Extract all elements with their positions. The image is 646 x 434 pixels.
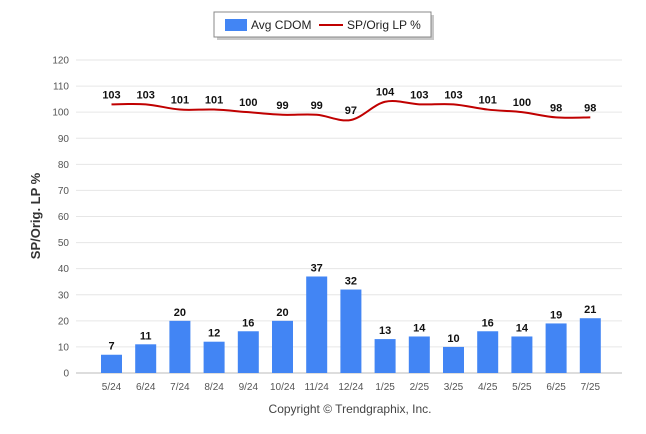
bar-value-label: 20 (276, 307, 288, 319)
line-value-label: 103 (444, 89, 462, 101)
bar-value-label: 32 (345, 276, 357, 288)
legend-bar-label: Avg CDOM (251, 18, 311, 32)
y-tick-label: 10 (58, 342, 70, 353)
bar-value-label: 11 (140, 330, 152, 342)
bar-value-label: 14 (413, 322, 426, 334)
bar-value-label: 10 (447, 333, 459, 345)
line-value-label: 99 (311, 100, 323, 112)
line-series (111, 99, 591, 122)
bar (169, 320, 191, 373)
x-tick-label: 1/25 (375, 382, 395, 393)
y-axis-label: SP/Orig. LP % (28, 172, 43, 259)
bar (306, 276, 328, 373)
bar (237, 331, 259, 373)
x-tick-label: 10/24 (270, 382, 295, 393)
line-value-label: 99 (276, 100, 288, 112)
line-value-label: 101 (205, 95, 223, 107)
y-tick-label: 0 (63, 369, 69, 380)
x-ticks: 5/24 6/24 7/24 8/24 9/24 10/24 11/24 12/24 1/25 2… (102, 382, 601, 393)
y-tick-label: 30 (58, 290, 70, 301)
bars (101, 276, 601, 373)
bar (443, 346, 464, 373)
bar-value-label: 20 (174, 307, 186, 319)
bar (374, 339, 396, 373)
x-tick-label: 3/25 (444, 382, 464, 393)
line-value-label: 103 (102, 89, 120, 101)
bar (340, 289, 362, 373)
y-tick-label: 80 (58, 160, 70, 171)
copyright-text: Copyright © Trendgraphix, Inc. (269, 402, 432, 416)
bar (477, 331, 499, 373)
bar-value-label: 16 (482, 317, 494, 329)
line-value-label: 98 (550, 102, 562, 114)
bar (511, 336, 533, 373)
x-tick-label: 9/24 (239, 382, 259, 393)
legend-bar-swatch (225, 19, 247, 31)
x-tick-label: 7/25 (581, 382, 601, 393)
bar (203, 341, 225, 373)
line-value-label: 97 (345, 105, 357, 117)
x-tick-label: 8/24 (204, 382, 224, 393)
x-tick-label: 4/25 (478, 382, 498, 393)
x-tick-label: 11/24 (305, 382, 330, 393)
bar (579, 318, 601, 373)
x-tick-label: 6/24 (136, 382, 156, 393)
y-tick-label: 110 (53, 82, 69, 93)
bar-value-label: 13 (379, 325, 391, 337)
x-tick-label: 6/25 (546, 382, 566, 393)
x-tick-label: 2/25 (410, 382, 430, 393)
bar-labels: 7 11 20 12 16 20 37 32 13 14 10 16 14 19 21 (108, 262, 596, 352)
x-tick-label: 7/24 (170, 382, 190, 393)
line-labels: 103 103 101 101 100 99 99 97 104 103 103 101 100 98 98 (102, 87, 596, 117)
y-tick-label: 70 (58, 186, 70, 197)
bar-value-label: 12 (208, 328, 220, 340)
bar-value-label: 37 (311, 262, 323, 274)
bar-value-label: 7 (108, 341, 114, 353)
bar (101, 354, 122, 373)
line-value-label: 101 (171, 95, 189, 107)
line-value-label: 103 (410, 89, 428, 101)
line-value-label: 101 (479, 95, 497, 107)
bar (545, 323, 567, 373)
y-tick-label: 40 (58, 264, 70, 275)
bar (408, 336, 430, 373)
y-tick-label: 60 (58, 212, 70, 223)
bar-value-label: 16 (242, 317, 254, 329)
line-value-label: 98 (584, 102, 596, 114)
line-value-label: 100 (239, 97, 257, 109)
y-tick-label: 90 (58, 134, 70, 145)
x-tick-label: 12/24 (338, 382, 363, 393)
bar-value-label: 14 (516, 322, 529, 334)
legend-line-label: SP/Orig LP % (347, 18, 421, 32)
y-tick-label: 120 (52, 56, 69, 67)
y-tick-label: 100 (52, 108, 69, 119)
x-tick-label: 5/24 (102, 382, 122, 393)
x-tick-label: 5/25 (512, 382, 532, 393)
line-value-label: 103 (137, 89, 155, 101)
bar-value-label: 21 (584, 304, 596, 316)
bar (272, 320, 293, 373)
y-ticks: 0 10 20 30 40 50 60 70 80 90 100 110 120 (52, 56, 69, 380)
line-value-label: 100 (513, 97, 531, 109)
y-tick-label: 20 (58, 316, 70, 327)
line-path (111, 99, 591, 122)
line-value-label: 104 (376, 87, 395, 99)
legend: Avg CDOM SP/Orig LP % (213, 11, 434, 40)
bar (135, 344, 157, 373)
bar-value-label: 19 (550, 309, 562, 321)
y-tick-label: 50 (58, 238, 70, 249)
